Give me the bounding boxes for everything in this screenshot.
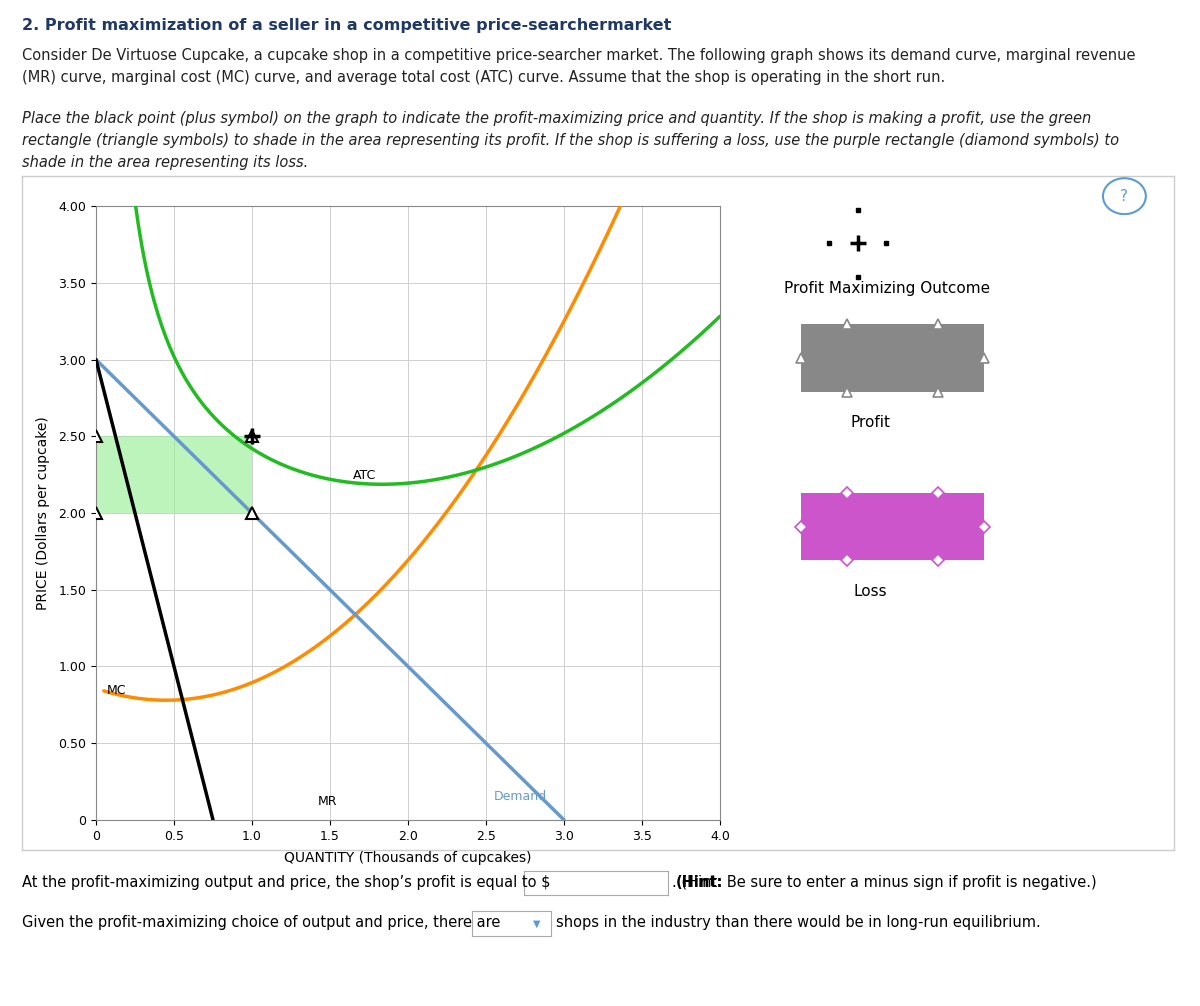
Text: Profit Maximizing Outcome: Profit Maximizing Outcome (785, 281, 990, 296)
Text: ?: ? (1121, 189, 1128, 203)
Text: Given the profit-maximizing choice of output and price, there are: Given the profit-maximizing choice of ou… (22, 915, 500, 931)
Bar (96, 437, 252, 513)
Text: rectangle (triangle symbols) to shade in the area representing its profit. If th: rectangle (triangle symbols) to shade in… (22, 133, 1118, 148)
Text: ATC: ATC (353, 470, 377, 482)
Text: Place the black point (plus symbol) on the graph to indicate the profit-maximizi: Place the black point (plus symbol) on t… (22, 111, 1091, 126)
Text: (MR) curve, marginal cost (MC) curve, and average total cost (ATC) curve. Assume: (MR) curve, marginal cost (MC) curve, an… (22, 70, 944, 86)
Text: shops in the industry than there would be in long-run equilibrium.: shops in the industry than there would b… (556, 915, 1040, 931)
Text: MC: MC (107, 684, 126, 697)
Text: Loss: Loss (853, 583, 887, 599)
Text: . (Hint: Be sure to enter a minus sign if profit is negative.): . (Hint: Be sure to enter a minus sign i… (672, 875, 1097, 890)
Text: ▼: ▼ (533, 918, 540, 929)
Text: Profit: Profit (850, 415, 890, 431)
X-axis label: QUANTITY (Thousands of cupcakes): QUANTITY (Thousands of cupcakes) (284, 851, 532, 865)
Text: Consider De Virtuose Cupcake, a cupcake shop in a competitive price-searcher mar: Consider De Virtuose Cupcake, a cupcake … (22, 48, 1135, 63)
Text: (Hint:: (Hint: (676, 875, 722, 890)
Text: At the profit-maximizing output and price, the shop’s profit is equal to $: At the profit-maximizing output and pric… (22, 875, 550, 890)
Text: 2. Profit maximization of a seller in a competitive price-searchermarket: 2. Profit maximization of a seller in a … (22, 18, 671, 33)
Text: Demand: Demand (494, 790, 547, 803)
FancyBboxPatch shape (800, 324, 984, 391)
FancyBboxPatch shape (800, 493, 984, 560)
Text: MR: MR (318, 795, 337, 808)
Y-axis label: PRICE (Dollars per cupcake): PRICE (Dollars per cupcake) (36, 416, 50, 610)
Text: shade in the area representing its loss.: shade in the area representing its loss. (22, 155, 308, 170)
